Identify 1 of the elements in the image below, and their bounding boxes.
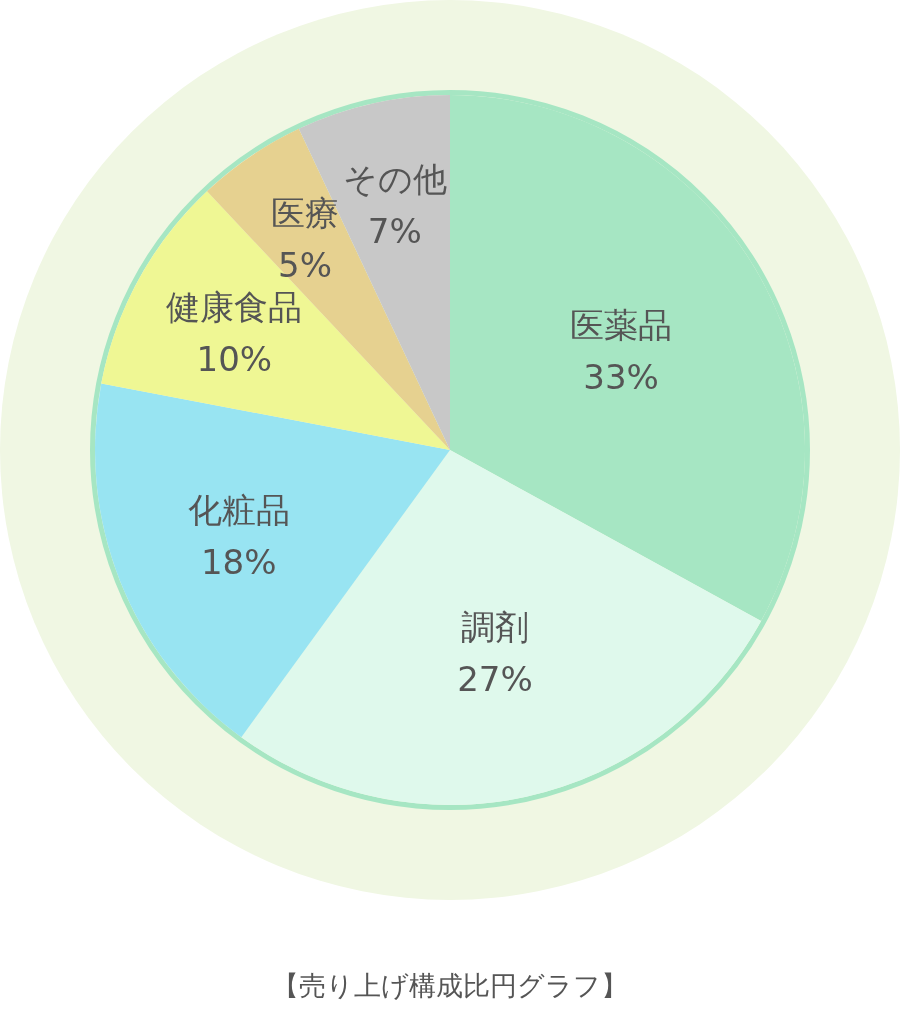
text: 【売り上げ構成比円グラフ】 bbox=[272, 970, 628, 1001]
